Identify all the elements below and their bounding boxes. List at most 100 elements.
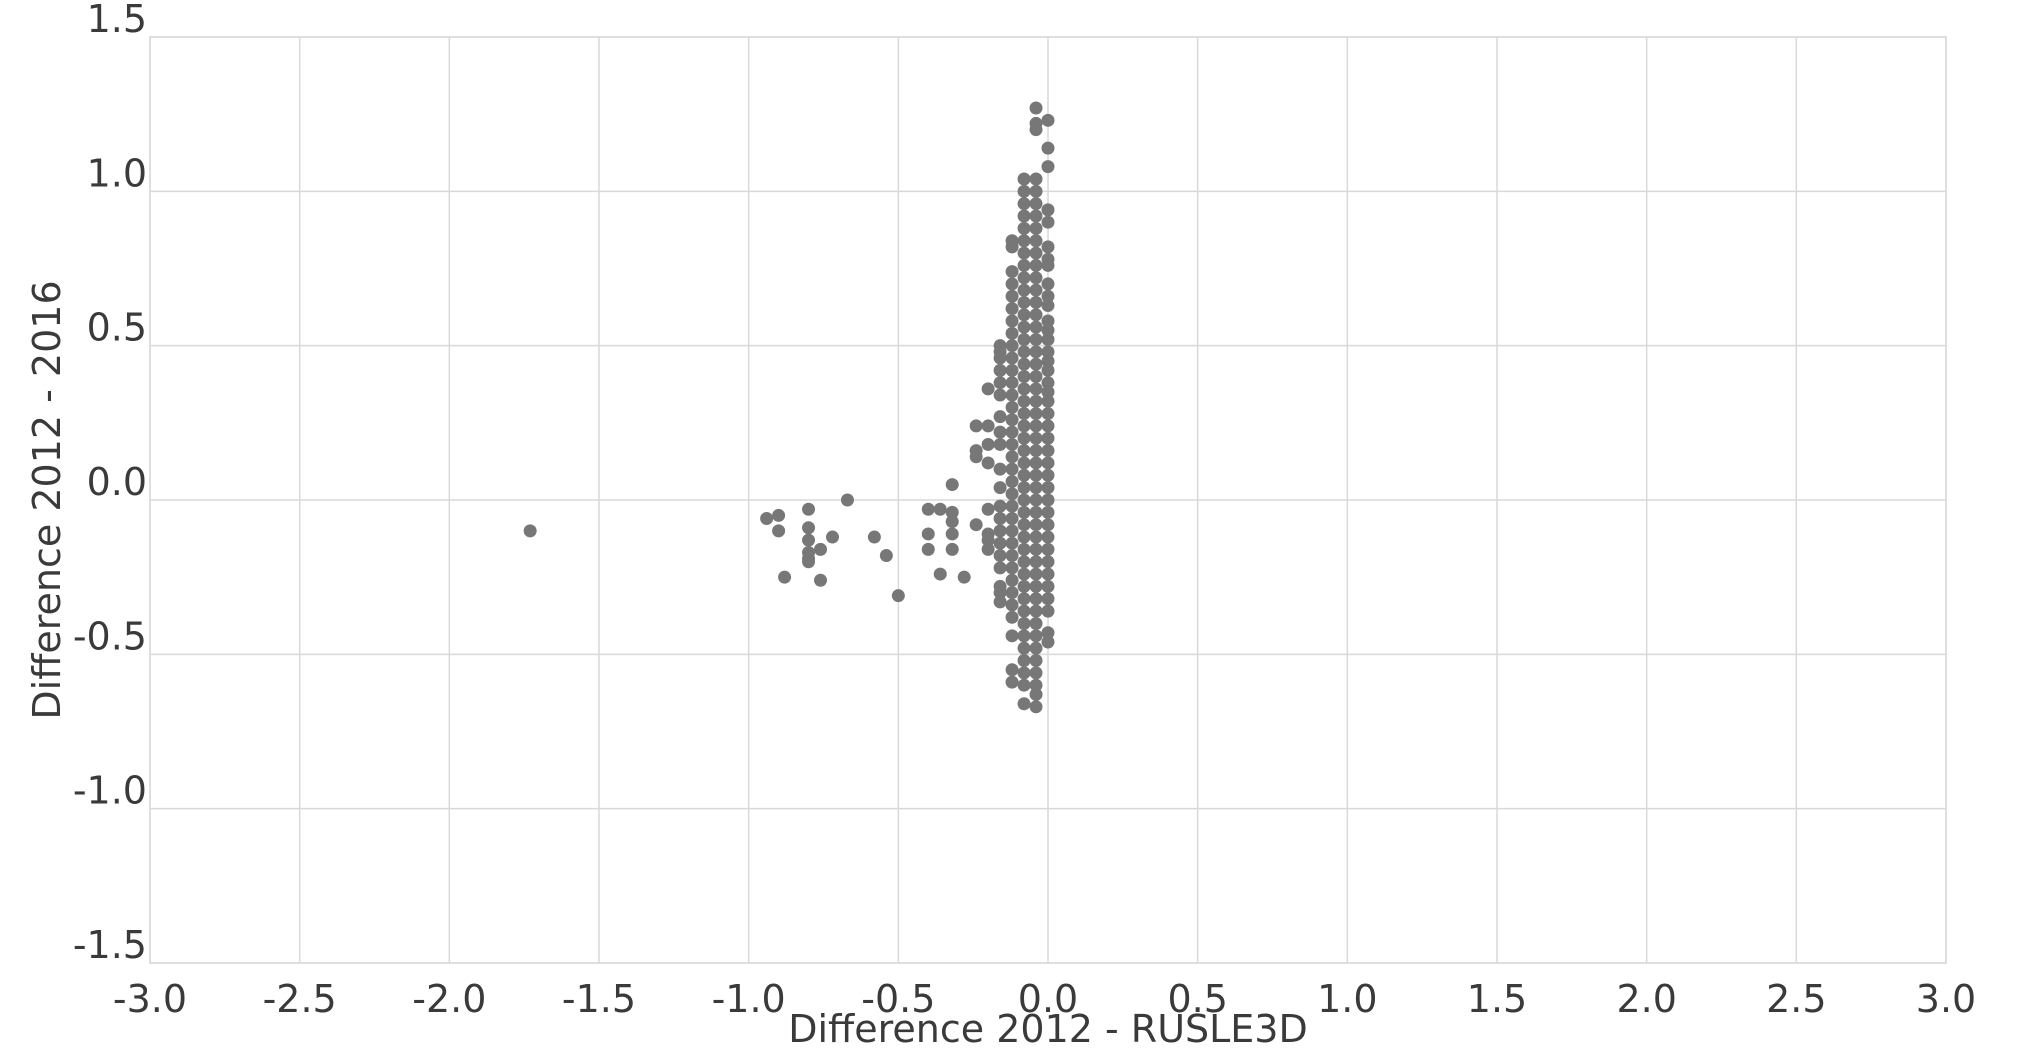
data-point	[1041, 113, 1055, 127]
data-point	[1005, 351, 1019, 365]
data-point	[1005, 450, 1019, 464]
y-tick-label: 1.0	[87, 151, 147, 195]
data-point	[1005, 675, 1019, 689]
data-point	[993, 425, 1007, 439]
y-tick-label: 0.0	[87, 460, 147, 504]
data-point	[1017, 555, 1031, 569]
data-point	[1029, 258, 1043, 272]
data-point	[1005, 289, 1019, 303]
data-point	[1017, 697, 1031, 711]
data-point	[1005, 462, 1019, 476]
data-point	[993, 437, 1007, 451]
data-point	[1041, 258, 1055, 272]
data-point	[1005, 314, 1019, 328]
data-point	[1029, 518, 1043, 532]
data-point	[1017, 394, 1031, 408]
data-point	[1017, 592, 1031, 606]
data-point	[1041, 141, 1055, 155]
data-point	[1017, 518, 1031, 532]
data-point	[1041, 481, 1055, 495]
data-point	[1029, 209, 1043, 223]
data-point	[1017, 666, 1031, 680]
data-point	[1029, 431, 1043, 445]
data-point	[933, 567, 947, 581]
data-point	[993, 410, 1007, 424]
data-point	[1017, 530, 1031, 544]
x-tick-label: 0.0	[1018, 977, 1078, 1021]
data-point	[1029, 481, 1043, 495]
x-tick-label: -1.0	[712, 977, 786, 1021]
data-point	[891, 589, 905, 603]
data-point	[993, 524, 1007, 538]
data-point	[1029, 357, 1043, 371]
data-point	[1005, 536, 1019, 550]
data-point	[1005, 561, 1019, 575]
data-point	[993, 351, 1007, 365]
data-point	[1005, 425, 1019, 439]
data-point	[1005, 363, 1019, 377]
data-point	[1005, 629, 1019, 643]
data-point	[1041, 277, 1055, 291]
data-point	[1017, 184, 1031, 198]
data-point	[993, 586, 1007, 600]
plot-frame	[149, 36, 1947, 964]
data-point	[802, 533, 816, 547]
data-point	[1029, 320, 1043, 334]
data-point	[1041, 555, 1055, 569]
data-point	[802, 502, 816, 516]
data-point	[1005, 499, 1019, 513]
x-tick-labels: -3.0 -2.5 -2.0 -1.5 -1.0 -0.5 0.0 0.5 1.0 1.5 2.0 2…	[113, 977, 1976, 1021]
data-point	[802, 521, 816, 535]
data-point	[1029, 172, 1043, 186]
data-point	[1041, 299, 1055, 313]
data-point	[1041, 493, 1055, 507]
data-point	[981, 542, 995, 556]
data-point	[760, 512, 774, 526]
data-point	[1017, 320, 1031, 334]
data-point	[1029, 295, 1043, 309]
data-point	[1005, 326, 1019, 340]
data-point	[981, 533, 995, 547]
x-tick-label: -2.0	[412, 977, 486, 1021]
data-point	[1029, 283, 1043, 297]
data-point	[1029, 468, 1043, 482]
data-point	[981, 437, 995, 451]
data-point	[1005, 524, 1019, 538]
data-point	[1005, 586, 1019, 600]
data-point	[1041, 431, 1055, 445]
data-point	[1029, 678, 1043, 692]
data-point	[981, 456, 995, 470]
x-tick-label: -0.5	[861, 977, 935, 1021]
y-tick-label: -1.0	[73, 769, 147, 813]
data-point	[1029, 345, 1043, 359]
data-point	[1041, 468, 1055, 482]
data-point	[1017, 197, 1031, 211]
data-point	[1017, 271, 1031, 285]
data-point	[879, 549, 893, 563]
data-point	[1005, 339, 1019, 353]
data-point	[1005, 549, 1019, 563]
data-point	[1017, 357, 1031, 371]
data-point	[1041, 444, 1055, 458]
data-point	[1029, 687, 1043, 701]
data-point	[1017, 431, 1031, 445]
data-point	[969, 518, 983, 532]
data-point	[993, 462, 1007, 476]
x-tick-label: -2.5	[263, 977, 337, 1021]
data-point	[993, 481, 1007, 495]
data-point	[1017, 481, 1031, 495]
data-point	[1041, 542, 1055, 556]
data-point	[523, 524, 537, 538]
data-point	[1041, 592, 1055, 606]
data-point	[969, 450, 983, 464]
data-point	[993, 549, 1007, 563]
data-point	[1041, 567, 1055, 581]
data-point	[1017, 456, 1031, 470]
data-point	[1005, 277, 1019, 291]
data-point	[993, 363, 1007, 377]
data-point	[921, 527, 935, 541]
data-point	[921, 502, 935, 516]
data-point	[1029, 419, 1043, 433]
data-point	[1017, 246, 1031, 260]
